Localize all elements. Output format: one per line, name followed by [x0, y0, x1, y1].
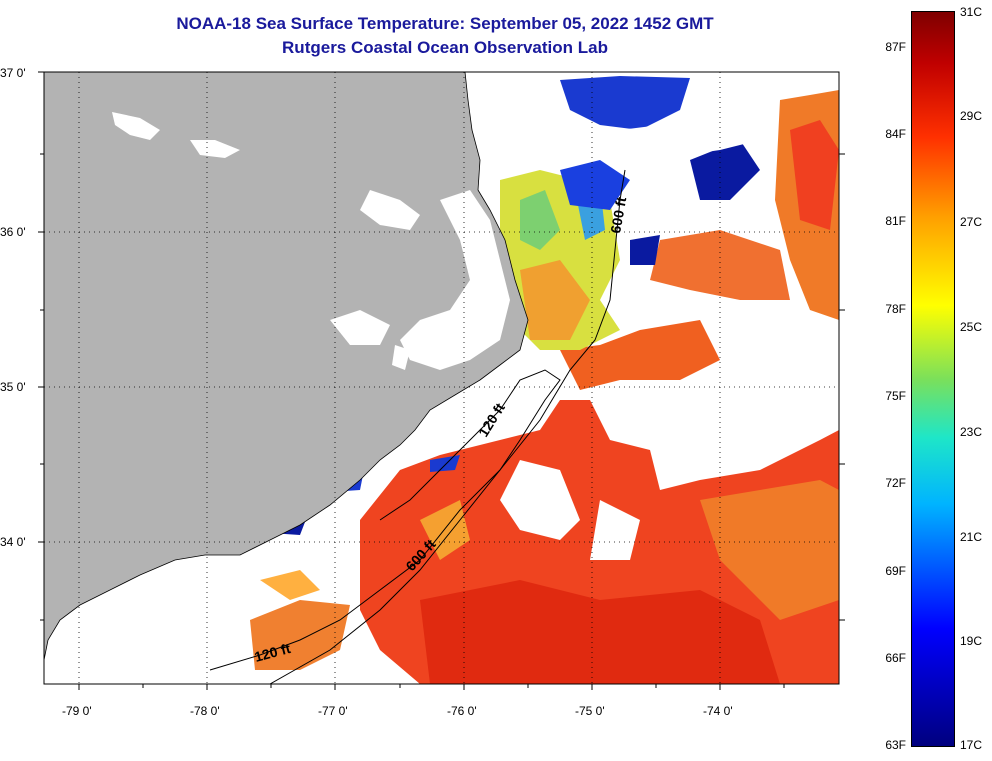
colorbar-label-84f: 84F — [885, 127, 906, 141]
colorbar-label-63f: 63F — [885, 738, 906, 752]
colorbar-label-72f: 72F — [885, 476, 906, 490]
colorbar-label-31c: 31C — [960, 5, 983, 19]
lon-label-78: -78 0' — [190, 704, 220, 718]
lat-label-36: 36 0' — [0, 225, 26, 239]
colorbar-label-69f: 69F — [885, 564, 906, 578]
colorbar-label-23c: 23C — [960, 425, 983, 439]
temperature-colorbar — [911, 11, 955, 747]
lon-label-74: -74 0' — [703, 704, 733, 718]
graticule — [44, 72, 839, 684]
axis-ticks — [38, 71, 845, 690]
colorbar-label-17c: 17C — [960, 738, 983, 752]
colorbar-label-78f: 78F — [885, 302, 906, 316]
colorbar-label-27c: 27C — [960, 215, 983, 229]
colorbar-label-21c: 21C — [960, 530, 983, 544]
contour-label-600-north: 600 ft — [607, 195, 629, 234]
map-frame — [43, 71, 840, 685]
colorbar-label-81f: 81F — [885, 214, 906, 228]
lon-label-79: -79 0' — [62, 704, 92, 718]
lat-label-35: 35 0' — [0, 380, 26, 394]
lon-label-77: -77 0' — [318, 704, 348, 718]
colorbar-label-25c: 25C — [960, 320, 983, 334]
map-subtitle: Rutgers Coastal Ocean Observation Lab — [282, 38, 608, 57]
colorbar-label-19c: 19C — [960, 634, 983, 648]
bathymetry-contours — [209, 169, 626, 684]
lat-label-34: 34 0' — [0, 535, 26, 549]
lat-label-37: 37 0' — [0, 66, 26, 80]
colorbar-label-75f: 75F — [885, 389, 906, 403]
colorbar-label-29c: 29C — [960, 109, 983, 123]
colorbar-label-87f: 87F — [885, 40, 906, 54]
colorbar-label-66f: 66F — [885, 651, 906, 665]
lon-label-75: -75 0' — [575, 704, 605, 718]
map-title: NOAA-18 Sea Surface Temperature: Septemb… — [176, 14, 714, 33]
lon-label-76: -76 0' — [447, 704, 477, 718]
inland-water — [112, 112, 510, 370]
